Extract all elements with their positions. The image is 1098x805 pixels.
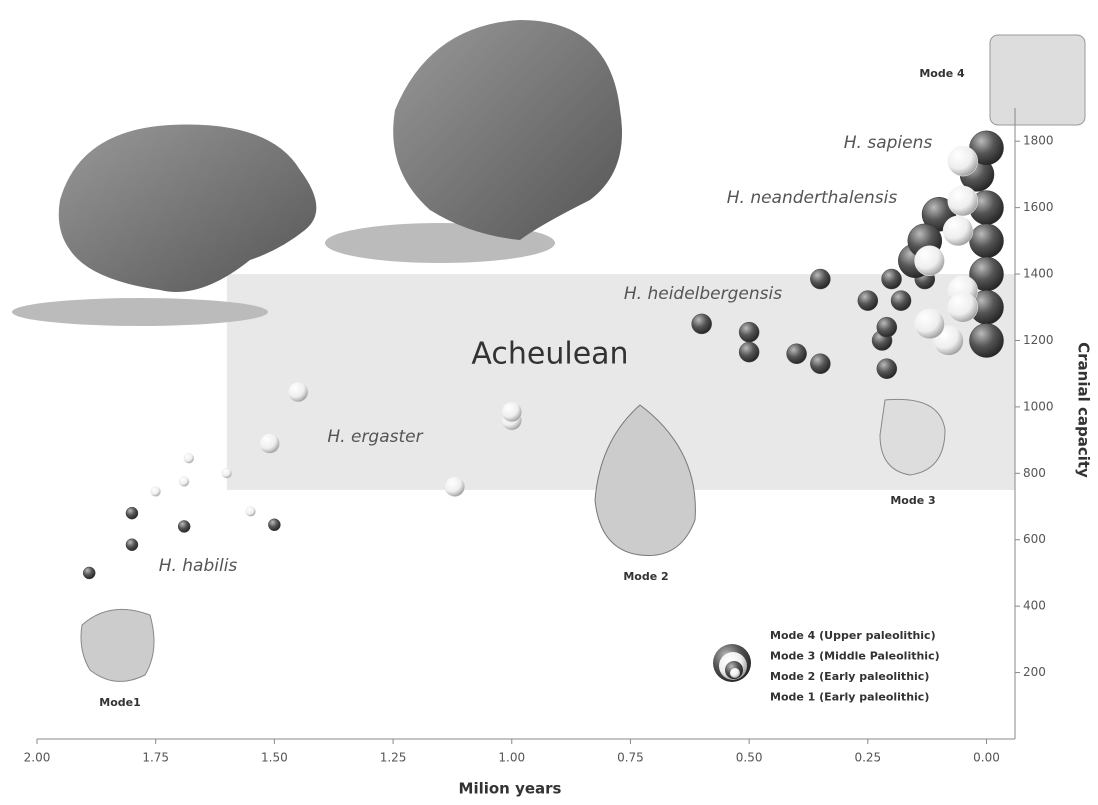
legend-label: Mode 4 (Upper paleolithic)	[770, 629, 936, 642]
x-tick-label: 0.25	[854, 751, 881, 765]
data-point	[943, 216, 973, 246]
data-point	[891, 291, 911, 311]
skull	[393, 20, 622, 240]
series-label: H. heidelbergensis	[624, 284, 782, 304]
tool-label: Mode1	[99, 696, 141, 709]
data-point	[692, 314, 712, 334]
x-tick-label: 2.00	[24, 751, 51, 765]
data-point	[502, 402, 522, 422]
series-label: H. ergaster	[327, 427, 423, 447]
tool-label: Mode 3	[890, 494, 935, 507]
data-point	[246, 507, 256, 517]
y-axis-label: Cranial capacity	[1075, 342, 1093, 478]
data-point	[948, 186, 978, 216]
y-tick-label: 400	[1023, 599, 1046, 613]
data-point	[184, 453, 194, 463]
data-point	[882, 269, 902, 289]
data-point	[877, 317, 897, 337]
x-tick-label: 1.75	[142, 751, 169, 765]
series-label: H. neanderthalensis	[727, 188, 898, 208]
y-tick-label: 1600	[1023, 200, 1054, 214]
band-label: Acheulean	[471, 337, 628, 372]
x-axis-label: Milion years	[459, 780, 562, 798]
y-tick-label: 1400	[1023, 267, 1054, 281]
data-point	[948, 146, 978, 176]
x-tick-label: 1.25	[380, 751, 407, 765]
series-label: H. sapiens	[844, 133, 933, 153]
data-point	[151, 487, 161, 497]
series-label: H. habilis	[159, 556, 238, 576]
data-point	[787, 344, 807, 364]
legend-label: Mode 2 (Early paleolithic)	[770, 670, 929, 683]
tool	[81, 609, 154, 681]
data-point	[445, 477, 465, 497]
skull	[59, 125, 317, 292]
data-point	[126, 507, 138, 519]
x-tick-label: 0.00	[973, 751, 1000, 765]
x-tick-label: 1.00	[498, 751, 525, 765]
data-point	[810, 269, 830, 289]
x-tick-label: 1.50	[261, 751, 288, 765]
data-point	[915, 246, 945, 276]
shadow	[12, 298, 268, 326]
data-point	[179, 477, 189, 487]
legend-label: Mode 3 (Middle Paleolithic)	[770, 650, 940, 663]
legend-icon	[730, 668, 740, 678]
chart: Mode1 Mode 2 Mode 3 Mode 4 Milion years …	[0, 0, 1098, 801]
y-tick-label: 1000	[1023, 399, 1054, 413]
x-tick-label: 0.50	[736, 751, 763, 765]
data-point	[810, 354, 830, 374]
legend-label: Mode 1 (Early paleolithic)	[770, 691, 929, 704]
data-point	[858, 291, 878, 311]
data-point	[222, 468, 232, 478]
data-point	[260, 433, 280, 453]
data-point	[739, 322, 759, 342]
data-point	[268, 519, 280, 531]
data-point	[970, 224, 1004, 258]
tool-label: Mode 4	[919, 67, 965, 80]
data-point	[126, 539, 138, 551]
y-tick-label: 200	[1023, 665, 1046, 679]
tool-label: Mode 2	[623, 570, 668, 583]
data-point	[178, 520, 190, 532]
data-point	[83, 567, 95, 579]
y-tick-label: 800	[1023, 466, 1046, 480]
y-tick-label: 600	[1023, 532, 1046, 546]
data-point	[739, 342, 759, 362]
data-point	[970, 323, 1004, 357]
data-point	[877, 359, 897, 379]
tool	[990, 35, 1085, 125]
data-point	[948, 292, 978, 322]
data-point	[288, 382, 308, 402]
data-point	[915, 309, 945, 339]
y-tick-label: 1200	[1023, 333, 1054, 347]
y-tick-label: 1800	[1023, 134, 1054, 148]
x-tick-label: 0.75	[617, 751, 644, 765]
